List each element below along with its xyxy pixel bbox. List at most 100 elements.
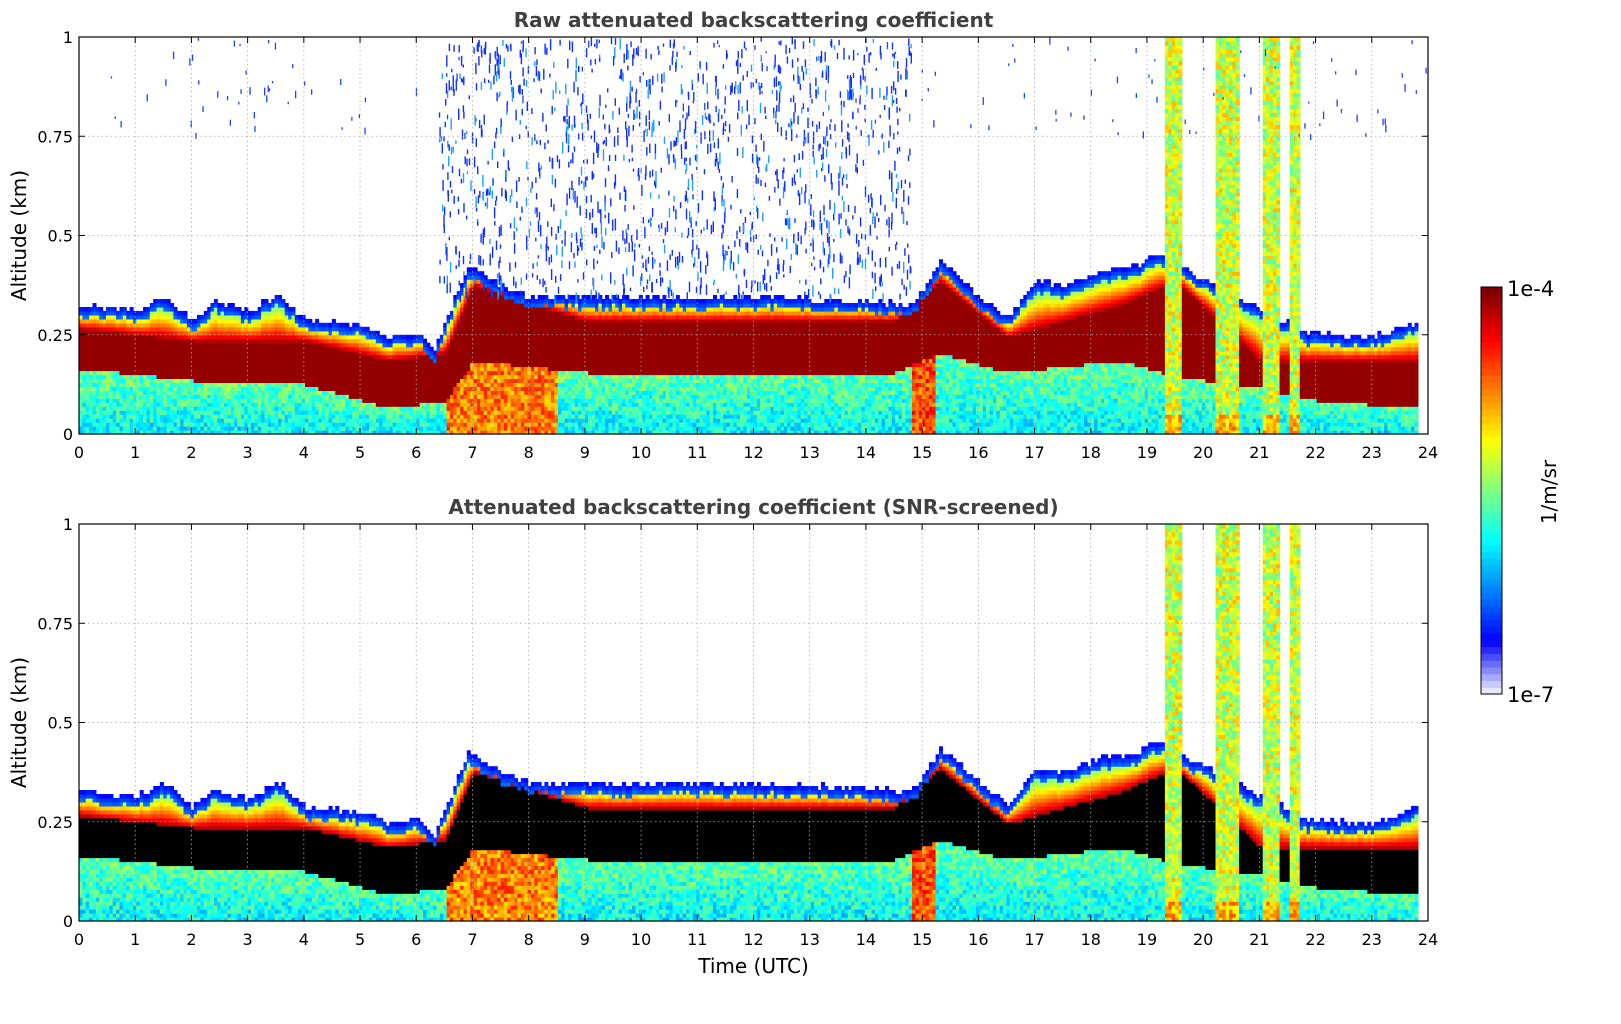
heatmap-cell (349, 347, 353, 352)
heatmap-cell (467, 426, 471, 431)
heatmap-cell (467, 307, 471, 312)
heatmap-cell (322, 386, 326, 391)
heatmap-cell (376, 410, 380, 415)
heatmap-cell (376, 398, 380, 403)
heatmap-cell (507, 359, 511, 364)
heatmap-cell (167, 335, 171, 340)
heatmap-cell (241, 382, 245, 387)
heatmap-cell (376, 382, 380, 387)
heatmap-cell (322, 323, 326, 328)
heatmap-cell (126, 335, 130, 340)
heatmap-cell (140, 426, 144, 431)
heatmap-cell (349, 394, 353, 399)
heatmap-cell (167, 386, 171, 391)
heatmap-cell (173, 343, 177, 348)
heatmap-cell (295, 382, 299, 387)
heatmap-cell (507, 382, 511, 387)
heatmap-cell (187, 406, 191, 411)
heatmap-cell (335, 335, 339, 340)
heatmap-cell (308, 398, 312, 403)
heatmap-cell (335, 426, 339, 431)
heatmap-cell (295, 398, 299, 403)
heatmap-cell (160, 398, 164, 403)
heatmap-cell (173, 367, 177, 372)
heatmap-cell (140, 335, 144, 340)
heatmap-cell (167, 367, 171, 372)
heatmap-cell (507, 371, 511, 376)
heatmap-cell (241, 418, 245, 423)
heatmap-cell (200, 335, 204, 340)
heatmap-cell (494, 315, 498, 320)
heatmap-cell (480, 382, 484, 387)
heatmap-cell (214, 398, 218, 403)
heatmap-cell (160, 347, 164, 352)
heatmap-cell (480, 422, 484, 427)
heatmap-cell (241, 335, 245, 340)
heatmap-cell (200, 327, 204, 332)
heatmap-cell (173, 355, 177, 360)
heatmap-cell (467, 279, 471, 284)
heatmap-cell (467, 378, 471, 383)
heatmap-cell (187, 382, 191, 387)
heatmap-cell (126, 422, 130, 427)
heatmap-cell (453, 386, 457, 391)
heatmap-cell (227, 378, 231, 383)
heatmap-cell (322, 335, 326, 340)
heatmap-cell (241, 378, 245, 383)
heatmap-cell (214, 367, 218, 372)
heatmap-cell (308, 406, 312, 411)
heatmap-cell (153, 307, 157, 312)
heatmap-cell (335, 343, 339, 348)
heatmap-cell (480, 343, 484, 348)
heatmap-cell (349, 426, 353, 431)
heatmap-cell (167, 410, 171, 415)
heatmap-cell (349, 343, 353, 348)
heatmap-cell (126, 319, 130, 324)
heatmap-cell (187, 410, 191, 415)
heatmap-cell (167, 406, 171, 411)
heatmap-cell (227, 327, 231, 332)
heatmap-cell (227, 347, 231, 352)
heatmap-cell (376, 406, 380, 411)
heatmap-cell (167, 382, 171, 387)
heatmap-cell (126, 394, 130, 399)
heatmap-cell (349, 422, 353, 427)
heatmap-cell (153, 343, 157, 348)
heatmap-cell (153, 355, 157, 360)
heatmap-cell (507, 406, 511, 411)
heatmap-cell (160, 367, 164, 372)
heatmap-cell (494, 299, 498, 304)
heatmap-cell (308, 327, 312, 332)
heatmap-cell (308, 394, 312, 399)
heatmap-cell (187, 371, 191, 376)
heatmap-cell (200, 355, 204, 360)
heatmap-cell (322, 347, 326, 352)
heatmap-cell (153, 303, 157, 308)
heatmap-cell (140, 394, 144, 399)
heatmap-cell (467, 355, 471, 360)
heatmap-cell (376, 343, 380, 348)
heatmap-cell (241, 367, 245, 372)
heatmap-cell (187, 327, 191, 332)
heatmap-cell (349, 327, 353, 332)
heatmap-cell (494, 426, 498, 431)
heatmap-cell (453, 367, 457, 372)
heatmap-cell (167, 347, 171, 352)
heatmap-cell (126, 371, 130, 376)
heatmap-cell (376, 386, 380, 391)
heatmap-cell (467, 343, 471, 348)
heatmap-cell (187, 378, 191, 383)
heatmap-cell (227, 406, 231, 411)
heatmap-cell (349, 359, 353, 364)
heatmap-cell (126, 359, 130, 364)
heatmap-cell (467, 382, 471, 387)
heatmap-cell (214, 382, 218, 387)
heatmap-cell (140, 327, 144, 332)
heatmap-cell (160, 418, 164, 423)
heatmap-cell (227, 355, 231, 360)
heatmap-cell (126, 406, 130, 411)
heatmap-cell (308, 378, 312, 383)
heatmap-cell (227, 315, 231, 320)
heatmap-cell (507, 315, 511, 320)
heatmap-cell (453, 319, 457, 324)
